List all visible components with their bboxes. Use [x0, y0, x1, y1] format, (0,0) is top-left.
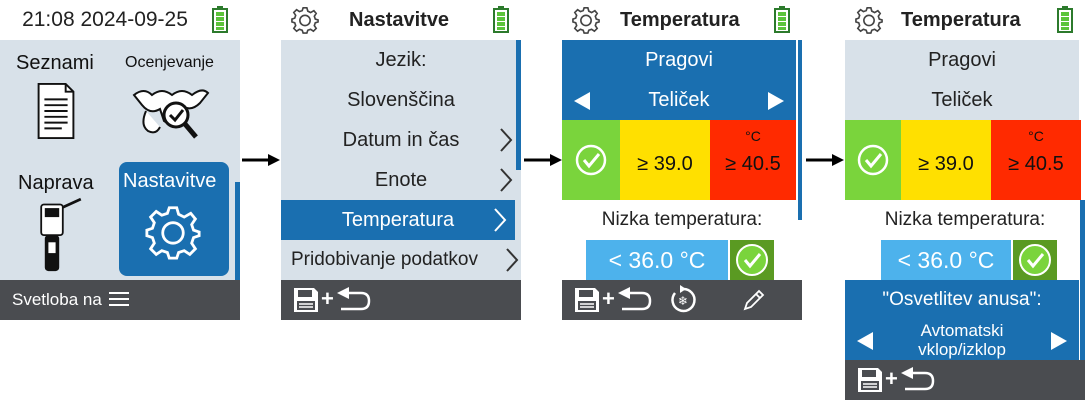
thresholds-label: Pragovi [562, 40, 796, 80]
menu-item-language-value[interactable]: Slovenščina [347, 89, 455, 111]
tile-scoring[interactable]: Ocenjevanje [120, 40, 235, 160]
band-fever[interactable]: ≥ 39.0 [901, 120, 991, 200]
band-fever[interactable]: ≥ 39.0 [620, 120, 710, 200]
tile-lists[interactable]: Seznami [0, 40, 118, 160]
low-temperature-toggle[interactable] [1013, 240, 1057, 280]
band-high[interactable]: °C ≥ 40.5 [710, 120, 796, 200]
screen-settings: Nastavitve Jezik: Slovenščina Datum in č… [281, 0, 521, 320]
menu-icon [108, 292, 129, 306]
document-icon [37, 82, 75, 140]
clock: 21:08 2024-09-25 [22, 8, 188, 31]
chevron-right-icon [506, 248, 519, 272]
arrow-right-icon [806, 154, 844, 166]
thresholds-label: Pragovi [845, 40, 1079, 80]
arrow-left-icon[interactable] [857, 332, 873, 350]
low-temperature-value[interactable]: < 36.0 °C [586, 240, 728, 280]
save-icon[interactable] [293, 287, 319, 313]
bottom-bar: + [281, 280, 521, 320]
gear-icon [145, 206, 201, 260]
bottom-bar: + ❄ [562, 280, 802, 320]
chevron-right-icon [500, 128, 513, 152]
battery-icon [1057, 6, 1073, 33]
arrow-right-icon [242, 154, 280, 166]
battery-icon [493, 6, 509, 33]
bottom-bar: + [845, 360, 1085, 400]
back-icon[interactable] [901, 367, 935, 393]
lighting-label: "Osvetlitev anusa": [845, 280, 1079, 320]
arrow-right-icon[interactable] [768, 92, 784, 110]
page-title: Temperatura [620, 9, 740, 31]
chevron-right-icon [494, 208, 507, 232]
scrollbar[interactable] [1080, 200, 1085, 360]
tile-device[interactable]: Naprava [0, 162, 118, 280]
arrow-right-icon[interactable] [1051, 332, 1067, 350]
lighting-value: Avtomatski vklop/izklop [918, 321, 1006, 359]
pencil-icon[interactable] [742, 288, 766, 312]
low-temperature-label: Nizka temperatura: [601, 209, 763, 230]
low-temperature-toggle[interactable] [730, 240, 774, 280]
menu-item-units[interactable]: Enote [281, 160, 521, 200]
status-bar: Temperatura [562, 0, 802, 40]
battery-icon [212, 6, 228, 33]
menu-item-data-acquisition[interactable]: Pridobivanje podatkov [281, 240, 521, 280]
lighting-selector[interactable]: Avtomatski vklop/izklop [845, 320, 1079, 360]
gear-icon [572, 7, 600, 34]
gear-icon [855, 7, 883, 34]
check-icon [857, 144, 889, 176]
animal-selector[interactable]: Teliček [562, 80, 796, 120]
plus-icon: + [602, 286, 615, 311]
save-icon[interactable] [574, 287, 600, 313]
band-normal [845, 120, 901, 200]
thermometer-device-icon [40, 197, 82, 272]
chevron-right-icon [500, 168, 513, 192]
menu-item-temperature[interactable]: Temperatura [281, 200, 515, 240]
menu-item-language-label: Jezik: [375, 49, 427, 71]
check-icon [736, 244, 768, 276]
bottom-bar: Svetloba na [0, 280, 240, 320]
screen-main-menu: 21:08 2024-09-25 Seznami Ocenjevanje Nap… [0, 0, 240, 320]
page-title: Nastavitve [349, 9, 450, 31]
check-icon [575, 144, 607, 176]
low-temperature-label: Nizka temperatura: [884, 209, 1046, 230]
cow-heads-icon [132, 89, 210, 139]
gear-icon [291, 7, 319, 34]
plus-icon: + [885, 366, 898, 391]
svg-text:❄: ❄ [678, 294, 688, 308]
screen-temperature-lighting: Temperatura Pragovi Teliček ≥ 39.0 °C ≥ … [845, 0, 1085, 400]
menu-item-date-time[interactable]: Datum in čas [281, 120, 521, 160]
battery-icon [774, 6, 790, 33]
low-temperature-value[interactable]: < 36.0 °C [881, 240, 1011, 280]
animal-selector[interactable]: Teliček [845, 80, 1079, 120]
reset-icon[interactable]: ❄ [668, 285, 698, 315]
band-normal [562, 120, 620, 200]
status-bar: Temperatura [845, 0, 1085, 40]
band-high[interactable]: °C ≥ 40.5 [991, 120, 1081, 200]
back-icon[interactable] [618, 287, 652, 313]
tile-settings[interactable]: Nastavitve [119, 162, 229, 276]
scrollbar[interactable] [798, 40, 802, 220]
page-title: Temperatura [901, 9, 1021, 31]
status-bar: 21:08 2024-09-25 [0, 0, 240, 40]
status-bar: Nastavitve [281, 0, 521, 40]
arrow-right-icon [524, 154, 562, 166]
light-on-button[interactable]: Svetloba na [12, 280, 129, 320]
screen-temperature: Temperatura Pragovi Teliček ≥ 39.0 °C ≥ … [562, 0, 802, 320]
arrow-left-icon[interactable] [574, 92, 590, 110]
back-icon[interactable] [337, 287, 371, 313]
plus-icon: + [321, 286, 334, 311]
check-icon [1019, 244, 1051, 276]
save-icon[interactable] [857, 367, 883, 393]
scrollbar[interactable] [235, 182, 240, 280]
scrollbar[interactable] [516, 40, 521, 170]
